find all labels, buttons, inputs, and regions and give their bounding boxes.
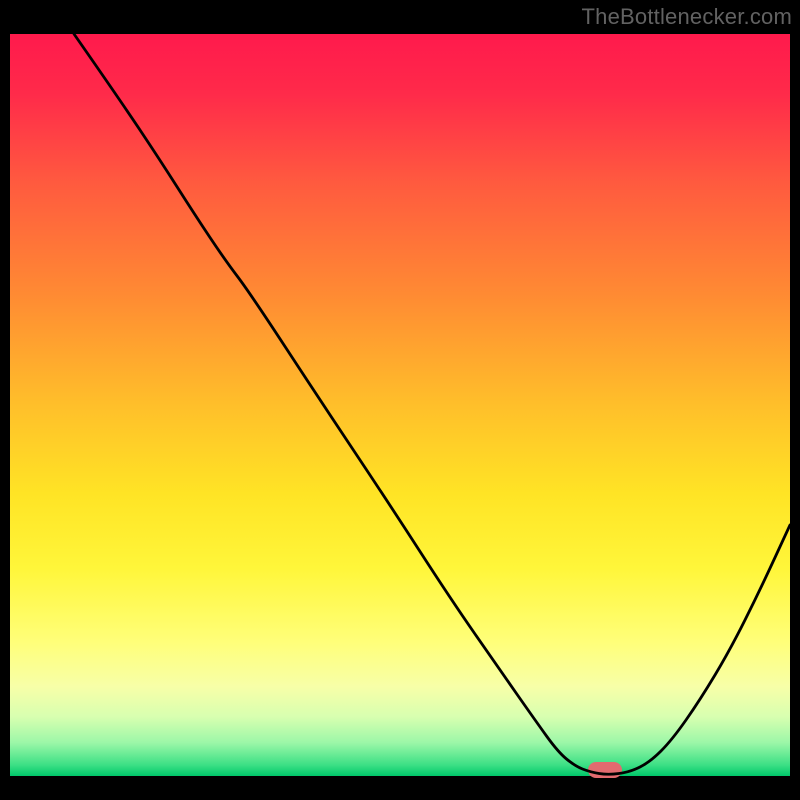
chart-heat-gradient (10, 34, 790, 776)
optimal-point-marker (588, 762, 622, 778)
